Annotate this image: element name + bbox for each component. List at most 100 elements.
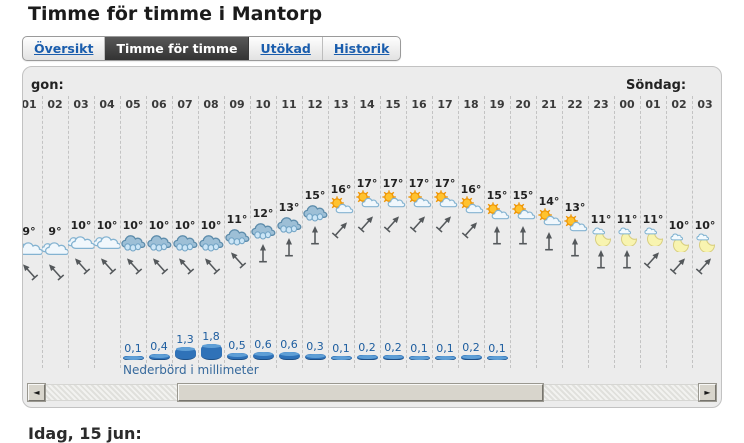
hour-label: 03 xyxy=(697,98,713,111)
column-separator xyxy=(562,96,563,368)
temperature-label: 10° xyxy=(96,219,118,232)
wind-direction-arrow xyxy=(324,212,358,246)
column-separator xyxy=(666,96,667,368)
sun-cloud-icon xyxy=(432,190,458,210)
forecast-column: 15° xyxy=(510,189,536,246)
temperature-label: 11° xyxy=(642,213,664,226)
hour-label: 02 xyxy=(47,98,63,111)
column-separator xyxy=(146,96,147,368)
wind-direction-arrow xyxy=(350,206,384,240)
wind-direction-arrow xyxy=(194,248,228,282)
column-separator xyxy=(224,96,225,368)
column-separator xyxy=(640,96,641,368)
temperature-label: 11° xyxy=(616,213,638,226)
temperature-label: 17° xyxy=(434,177,456,190)
precipitation-value: 0,6 xyxy=(254,338,272,351)
column-separator xyxy=(510,96,511,368)
forecast-column: 9° xyxy=(42,225,68,282)
wind-direction-arrow xyxy=(250,242,276,264)
column-separator xyxy=(432,96,433,368)
wind-direction-arrow xyxy=(168,248,202,282)
forecast-column: 9° xyxy=(22,225,42,282)
scroll-left-button[interactable]: ◄ xyxy=(27,383,46,402)
hour-label: 14 xyxy=(359,98,375,111)
precipitation-value: 0,2 xyxy=(462,341,480,354)
tab-oversikt[interactable]: Översikt xyxy=(23,37,106,60)
forecast-column: 17° xyxy=(432,177,458,234)
precipitation-value: 0,2 xyxy=(358,341,376,354)
temperature-label: 10° xyxy=(668,219,690,232)
precipitation-bar xyxy=(122,356,144,360)
hour-label: 03 xyxy=(73,98,89,111)
precipitation-column: 0,1 xyxy=(120,343,146,360)
wind-direction-arrow xyxy=(220,242,254,276)
tab-utokad[interactable]: Utökad xyxy=(249,37,323,60)
sun-cloud-icon xyxy=(380,190,406,210)
forecast-column: 12° xyxy=(250,207,276,264)
hour-label: 01 xyxy=(22,98,37,111)
temperature-label: 17° xyxy=(382,177,404,190)
forecast-column: 15° xyxy=(484,189,510,246)
temperature-label: 9° xyxy=(22,225,36,238)
temperature-label: 9° xyxy=(48,225,62,238)
wind-direction-arrow xyxy=(116,248,150,282)
cloud-icon xyxy=(94,232,120,252)
temperature-label: 10° xyxy=(200,219,222,232)
wind-direction-arrow xyxy=(562,236,588,258)
precipitation-axis-label: Nederbörd i millimeter xyxy=(123,363,259,377)
horizontal-scrollbar[interactable]: ◄ ► xyxy=(27,383,717,402)
hour-label: 23 xyxy=(593,98,609,111)
scrollbar-thumb[interactable] xyxy=(177,383,544,402)
tab-historik[interactable]: Historik xyxy=(333,41,390,56)
sun-cloud-icon xyxy=(510,202,536,222)
forecast-column: 11° xyxy=(614,213,640,270)
hour-label: 17 xyxy=(437,98,453,111)
precipitation-bar xyxy=(486,356,508,360)
column-separator xyxy=(120,96,121,368)
rain-cloud-icon xyxy=(146,232,172,252)
column-separator xyxy=(42,96,43,368)
wind-direction-arrow xyxy=(64,248,98,282)
tab-timme-for-timme[interactable]: Timme för timme xyxy=(105,37,250,60)
forecast-column: 10° xyxy=(94,219,120,276)
temperature-label: 12° xyxy=(252,207,274,220)
sun-cloud-icon xyxy=(562,214,588,234)
temperature-label: 14° xyxy=(538,195,560,208)
hour-label: 12 xyxy=(307,98,323,111)
temperature-label: 17° xyxy=(356,177,378,190)
forecast-column: 13° xyxy=(276,201,302,258)
hour-label: 04 xyxy=(99,98,115,111)
forecast-column: 16° xyxy=(328,183,354,240)
rain-cloud-icon xyxy=(302,202,328,222)
precipitation-column: 0,1 xyxy=(328,343,354,360)
rain-cloud-icon xyxy=(120,232,146,252)
temperature-label: 10° xyxy=(70,219,92,232)
scroll-right-button[interactable]: ► xyxy=(698,383,717,402)
forecast-column: 13° xyxy=(562,201,588,258)
forecast-column: 17° xyxy=(354,177,380,234)
precipitation-bar xyxy=(434,356,456,360)
hour-label: 08 xyxy=(203,98,219,111)
precipitation-column: 1,8 xyxy=(198,331,224,360)
wind-direction-arrow xyxy=(454,212,488,246)
forecast-column: 15° xyxy=(302,189,328,246)
precipitation-bar xyxy=(408,356,430,360)
precipitation-column: 0,4 xyxy=(146,341,172,360)
wind-direction-arrow xyxy=(588,248,614,270)
sun-cloud-icon xyxy=(536,208,562,228)
precipitation-value: 0,1 xyxy=(488,342,506,355)
hour-label: 13 xyxy=(333,98,349,111)
precipitation-value: 1,3 xyxy=(176,333,194,346)
column-separator xyxy=(68,96,69,368)
temperature-label: 11° xyxy=(590,213,612,226)
precipitation-bar xyxy=(356,355,378,360)
forecast-column: 10° xyxy=(146,219,172,276)
hourly-forecast-chart: gon: Söndag: 01 9° 02 9° 03 10° 04 10° 05 10°… xyxy=(22,66,722,408)
day-label-left: gon: xyxy=(31,78,64,93)
temperature-label: 10° xyxy=(148,219,170,232)
cloud-icon xyxy=(23,238,42,258)
column-separator xyxy=(588,96,589,368)
rain-cloud-icon xyxy=(224,226,250,246)
forecast-column: 10° xyxy=(198,219,224,276)
precipitation-column: 0,2 xyxy=(380,342,406,360)
